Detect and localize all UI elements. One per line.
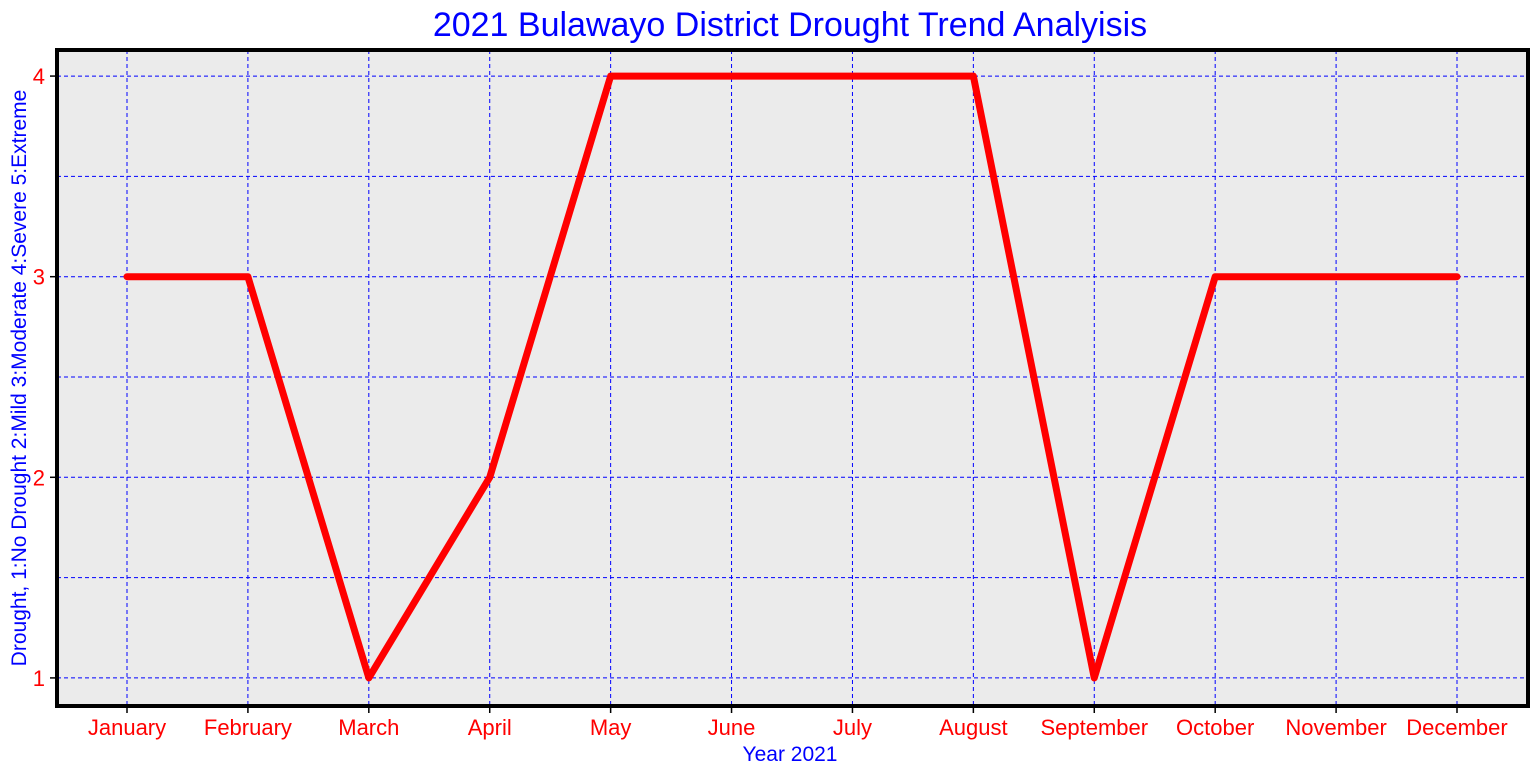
x-tick-label: January (88, 715, 166, 740)
data-point (607, 73, 614, 80)
series-line (123, 72, 1461, 682)
data-point (124, 273, 130, 280)
x-tick-label: August (939, 715, 1008, 740)
data-point (1091, 674, 1098, 681)
x-tick-label: October (1176, 715, 1254, 740)
series-layer (123, 72, 1461, 682)
data-point (1454, 273, 1460, 280)
x-tick-label: July (833, 715, 872, 740)
x-tick-label: May (590, 715, 632, 740)
x-tick-label: November (1285, 715, 1386, 740)
x-tick-label: February (204, 715, 292, 740)
x-tick-label: June (708, 715, 756, 740)
y-axis-ticks: 1 2 3 4 (33, 64, 57, 691)
y-tick-label: 3 (33, 265, 45, 290)
y-tick-label: 2 (33, 465, 45, 490)
x-axis-label: Year 2021 (743, 743, 838, 766)
data-point (486, 474, 493, 481)
data-point (970, 73, 977, 80)
y-axis-label: Drought, 1:No Drought 2:Mild 3:Moderate … (8, 90, 31, 667)
data-point (849, 73, 856, 80)
data-point (728, 73, 735, 80)
x-axis-ticks: January February March April May June July Augu… (88, 706, 1508, 740)
x-tick-label: April (468, 715, 512, 740)
x-tick-label: September (1040, 715, 1148, 740)
data-point (244, 273, 251, 280)
data-point (1212, 273, 1219, 280)
data-point (365, 674, 372, 681)
plot-area (57, 50, 1528, 706)
y-tick-label: 1 (33, 666, 45, 691)
data-point (1333, 273, 1340, 280)
x-tick-label: December (1406, 715, 1507, 740)
y-tick-label: 4 (33, 64, 45, 89)
chart-title: 2021 Bulawayo District Drought Trend Ana… (433, 6, 1147, 44)
x-tick-label: March (338, 715, 399, 740)
plot-frame (55, 48, 1530, 708)
